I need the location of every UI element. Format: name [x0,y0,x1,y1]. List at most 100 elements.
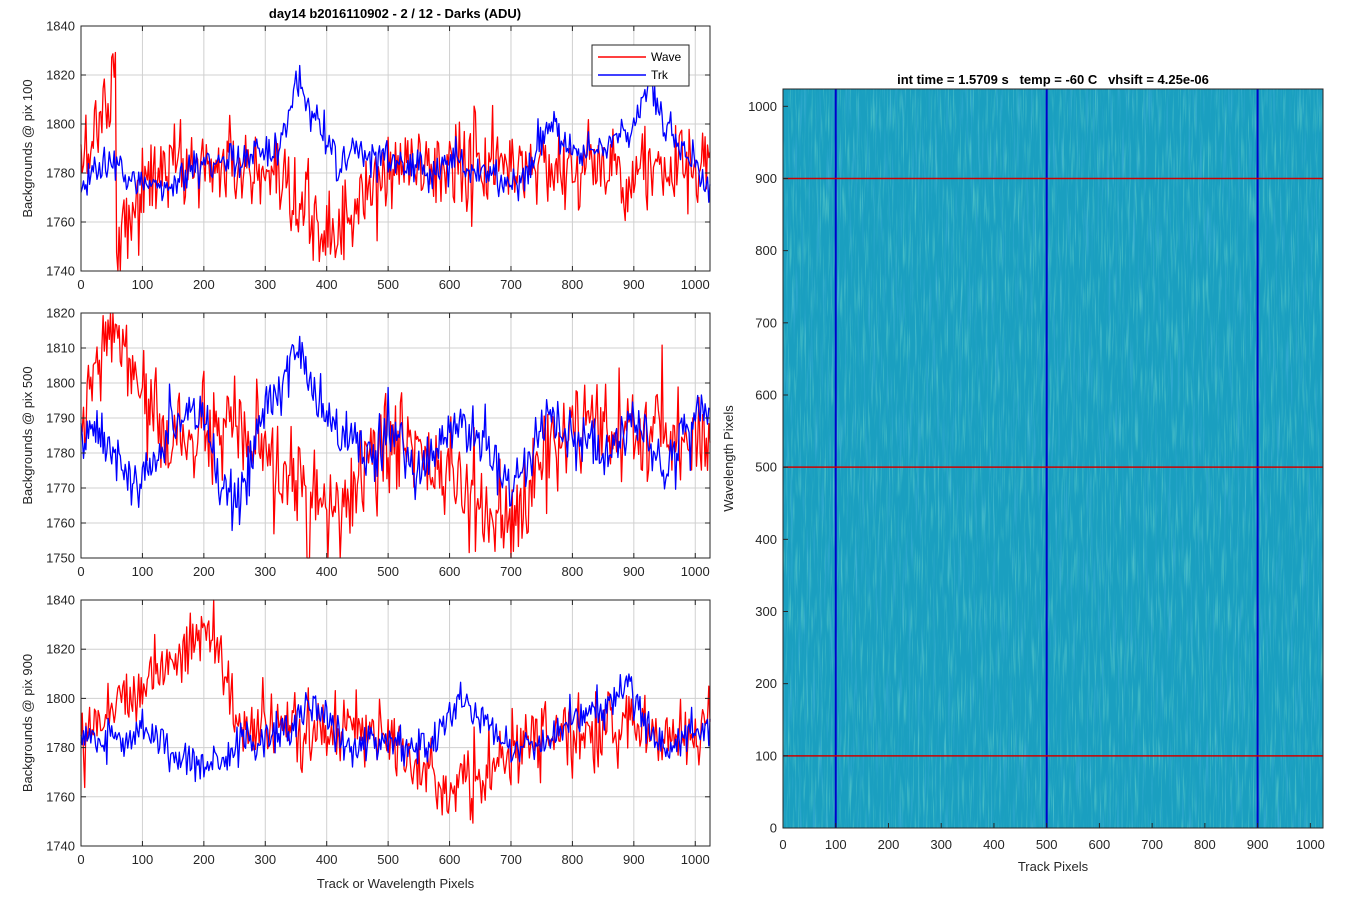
x-tick-label: 500 [377,852,399,867]
series-line-trk [80,335,711,532]
y-tick-label: 400 [755,532,777,547]
y-tick-label: 700 [755,315,777,330]
y-tick-label: 1820 [46,68,75,83]
x-tick-label: 200 [193,277,215,292]
x-tick-label: 300 [254,852,276,867]
heatmap-texture-light [783,89,1323,828]
x-tick-label: 900 [623,852,645,867]
x-tick-label: 800 [1194,837,1216,852]
ticks: 0 100 200 300 400 500 600 700 800 900 1000 1750 1760… [46,306,710,579]
y-tick-label: 500 [755,460,777,475]
x-tick-label: 0 [779,837,786,852]
x-tick-label: 900 [623,564,645,579]
y-tick-label: 1780 [46,740,75,755]
heatmap-title: int time = 1.5709 s temp = -60 C vhsift … [897,72,1209,87]
axes-box [80,25,711,272]
y-tick-label: 1800 [46,376,75,391]
x-tick-label: 500 [1036,837,1058,852]
legend-box [591,44,690,87]
y-tick-label: 800 [755,243,777,258]
line-chart-pix-100: 0 100 200 300 400 500 600 700 800 900 1000 1740 1760… [20,19,711,292]
y-tick-label: 600 [755,387,777,402]
x-tick-label: 400 [316,277,338,292]
heatmap-axes-box [782,88,1324,829]
x-tick-label: 100 [132,852,154,867]
plot-area [81,600,710,846]
y-tick-label: 1820 [46,306,75,321]
y-tick-label: 1760 [46,215,75,230]
x-tick-label: 500 [377,564,399,579]
y-tick-label: 300 [755,604,777,619]
x-tick-label: 500 [377,277,399,292]
y-tick-label: 100 [755,748,777,763]
x-tick-label: 400 [983,837,1005,852]
y-tick-label: 1840 [46,19,75,34]
y-tick-label: 1740 [46,839,75,854]
x-tick-label: 600 [1089,837,1111,852]
legend-label-wave: Wave [651,50,682,64]
x-tick-label: 0 [77,852,84,867]
x-tick-label: 1000 [681,852,710,867]
y-axis-label: Backgrounds @ pix 500 [20,366,35,504]
x-tick-label: 800 [562,277,584,292]
y-tick-label: 1820 [46,642,75,657]
y-axis-label: Backgrounds @ pix 900 [20,654,35,792]
series-line-trk [80,64,711,203]
y-tick-label: 1760 [46,516,75,531]
x-tick-label: 300 [254,564,276,579]
ticks: 0 100 200 300 400 500 600 700 800 900 1000 0 100 200 3… [748,99,1325,852]
series-layer [80,599,711,824]
y-tick-label: 1760 [46,789,75,804]
series-layer [80,51,711,272]
legend-label-trk: Trk [651,68,669,82]
x-tick-label: 700 [500,852,522,867]
legend: Wave Trk [591,44,690,87]
x-tick-label: 400 [316,564,338,579]
x-tick-label: 100 [132,564,154,579]
x-tick-label: 600 [439,852,461,867]
heatmap-chart: int time = 1.5709 s temp = -60 C vhsift … [721,72,1325,874]
x-tick-label: 100 [825,837,847,852]
y-tick-label: 1800 [46,117,75,132]
x-tick-label: 700 [500,564,522,579]
y-tick-label: 1810 [46,341,75,356]
y-tick-label: 200 [755,676,777,691]
x-tick-label: 900 [1247,837,1269,852]
y-axis-label: Backgrounds @ pix 100 [20,79,35,217]
x-tick-label: 300 [930,837,952,852]
y-tick-label: 1840 [46,593,75,608]
y-tick-label: 1000 [748,99,777,114]
marker-lines [783,89,1323,828]
x-axis-label: Track or Wavelength Pixels [317,876,475,891]
x-tick-label: 200 [878,837,900,852]
line-chart-pix-500: 0 100 200 300 400 500 600 700 800 900 1000 1750 1760… [20,306,711,579]
y-tick-label: 1770 [46,481,75,496]
x-tick-label: 1000 [1296,837,1325,852]
x-tick-label: 900 [623,277,645,292]
y-tick-label: 1800 [46,691,75,706]
y-tick-label: 1780 [46,166,75,181]
axes-box [80,312,711,559]
x-tick-label: 800 [562,564,584,579]
x-tick-label: 300 [254,277,276,292]
y-tick-label: 1780 [46,446,75,461]
y-tick-label: 0 [770,821,777,836]
x-tick-label: 0 [77,277,84,292]
y-tick-label: 900 [755,171,777,186]
figure-title: day14 b2016110902 - 2 / 12 - Darks (ADU) [269,6,521,21]
x-tick-label: 400 [316,852,338,867]
x-tick-label: 200 [193,564,215,579]
series-line-wave [80,599,711,824]
x-tick-label: 600 [439,277,461,292]
axes-box [80,599,711,847]
x-tick-label: 600 [439,564,461,579]
y-tick-label: 1790 [46,411,75,426]
x-tick-label: 0 [77,564,84,579]
x-tick-label: 100 [132,277,154,292]
y-tick-label: 1740 [46,264,75,279]
series-line-wave [80,312,711,559]
series-line-trk [80,673,711,783]
series-layer [80,312,711,559]
x-tick-label: 1000 [681,564,710,579]
